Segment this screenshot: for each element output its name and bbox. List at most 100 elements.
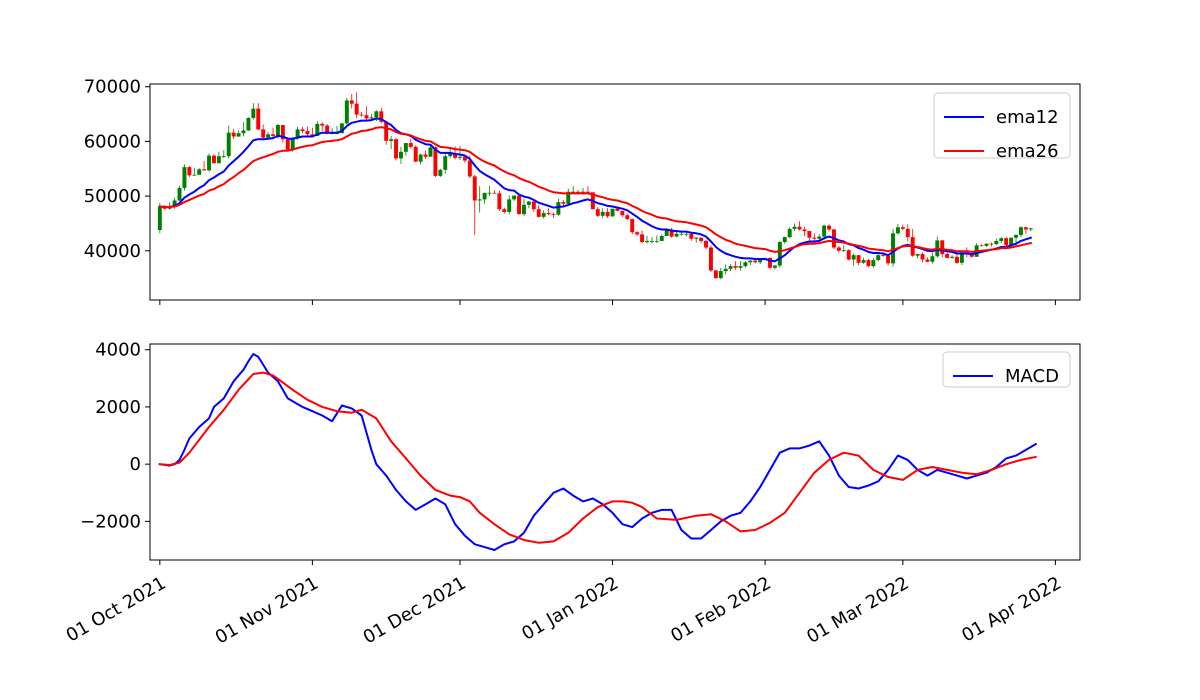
candle-body — [1009, 237, 1014, 246]
candle-body — [743, 262, 748, 267]
candle-body — [969, 254, 974, 257]
candle-body — [1023, 227, 1028, 230]
candle-body — [738, 266, 743, 268]
macd-macd-line — [158, 353, 1038, 551]
price-y-tick-label: 70000 — [84, 77, 141, 98]
candle-body — [841, 250, 846, 252]
candle-body — [551, 214, 556, 215]
candle-body — [398, 151, 403, 159]
candle-body — [1014, 234, 1018, 238]
price-y-tick-label: 60000 — [84, 131, 141, 152]
candle-body — [777, 242, 782, 266]
candle-body — [684, 233, 689, 235]
candle-body — [699, 237, 704, 241]
candle-body — [369, 117, 374, 119]
candle-body — [792, 226, 797, 229]
price-y-tick-label: 50000 — [84, 186, 141, 207]
candle-body — [266, 134, 271, 138]
macd-y-tick-label: 0 — [130, 454, 141, 475]
candle-body — [157, 206, 162, 231]
candle-body — [994, 240, 999, 245]
candle-body — [723, 268, 728, 272]
candle-body — [571, 191, 576, 193]
candle-body — [300, 129, 305, 132]
candle-body — [507, 199, 512, 212]
candle-body — [605, 211, 610, 217]
macd-legend-label-macd: MACD — [1005, 366, 1059, 387]
candle-body — [827, 225, 832, 230]
candle-body — [989, 243, 994, 245]
candle-body — [531, 201, 536, 210]
candle-body — [955, 256, 959, 263]
macd-legend: MACD — [942, 351, 1071, 388]
candle-body — [1004, 238, 1009, 246]
candle-body — [477, 199, 482, 201]
candle-body — [694, 237, 699, 239]
candle-body — [448, 153, 453, 157]
candle-body — [772, 265, 777, 268]
candle-body — [325, 125, 330, 134]
candle-body — [856, 255, 861, 263]
candle-body — [423, 154, 428, 157]
candle-body — [659, 236, 664, 241]
candle-body — [635, 232, 640, 235]
candle-body — [866, 260, 871, 267]
candle-body — [836, 247, 841, 251]
candle-body — [212, 155, 216, 164]
candle-body — [915, 254, 920, 256]
candle-body — [940, 240, 945, 255]
candle-body — [802, 229, 807, 232]
candle-body — [458, 156, 462, 158]
candle-body — [787, 228, 792, 238]
candle-body — [782, 237, 787, 243]
candle-body — [625, 215, 630, 220]
price-legend-label-ema26: ema26 — [996, 141, 1059, 162]
candle-body — [408, 143, 413, 147]
macd-lines — [158, 353, 1038, 551]
candle-body — [502, 209, 507, 212]
candle-body — [472, 176, 477, 201]
candle-body — [664, 229, 669, 237]
candle-body — [654, 240, 659, 242]
candle-body — [895, 227, 900, 234]
candle-body — [900, 227, 905, 229]
candle-body — [645, 240, 649, 243]
candle-body — [290, 138, 295, 150]
price-legend-box — [933, 92, 1071, 159]
price-y-axis: 40000 50000 60000 70000 — [84, 77, 150, 262]
candle-body — [172, 200, 177, 206]
candle-body — [797, 226, 802, 230]
price-legend-label-ema12: ema12 — [996, 107, 1059, 128]
candle-body — [221, 156, 226, 157]
candle-body — [197, 169, 202, 175]
candle-body — [295, 129, 300, 139]
candle-body — [349, 100, 354, 104]
price-x-axis — [159, 300, 1056, 305]
candle-body — [728, 266, 733, 269]
price-y-tick-label: 40000 — [84, 241, 141, 262]
candle-body — [984, 243, 989, 246]
candle-body — [718, 271, 723, 279]
candle-body — [1028, 228, 1033, 230]
candle-body — [344, 100, 349, 124]
candle-body — [541, 213, 546, 217]
candle-body — [630, 219, 635, 233]
candle-body — [999, 238, 1004, 241]
candle-body — [822, 225, 827, 237]
candle-body — [354, 103, 359, 115]
candle-body — [339, 123, 344, 134]
candle-body — [216, 156, 221, 164]
candle-body — [817, 236, 822, 239]
macd-legend-box — [942, 351, 1071, 388]
candle-body — [812, 237, 817, 239]
candle-body — [753, 260, 758, 263]
candle-body — [846, 250, 851, 260]
candle-body — [708, 247, 713, 271]
candle-body — [679, 233, 684, 235]
candle-body — [615, 208, 620, 211]
candle-body — [251, 108, 256, 118]
candle-body — [959, 252, 964, 263]
candle-body — [438, 169, 443, 176]
candle-body — [453, 153, 458, 158]
candle-body — [261, 129, 266, 138]
